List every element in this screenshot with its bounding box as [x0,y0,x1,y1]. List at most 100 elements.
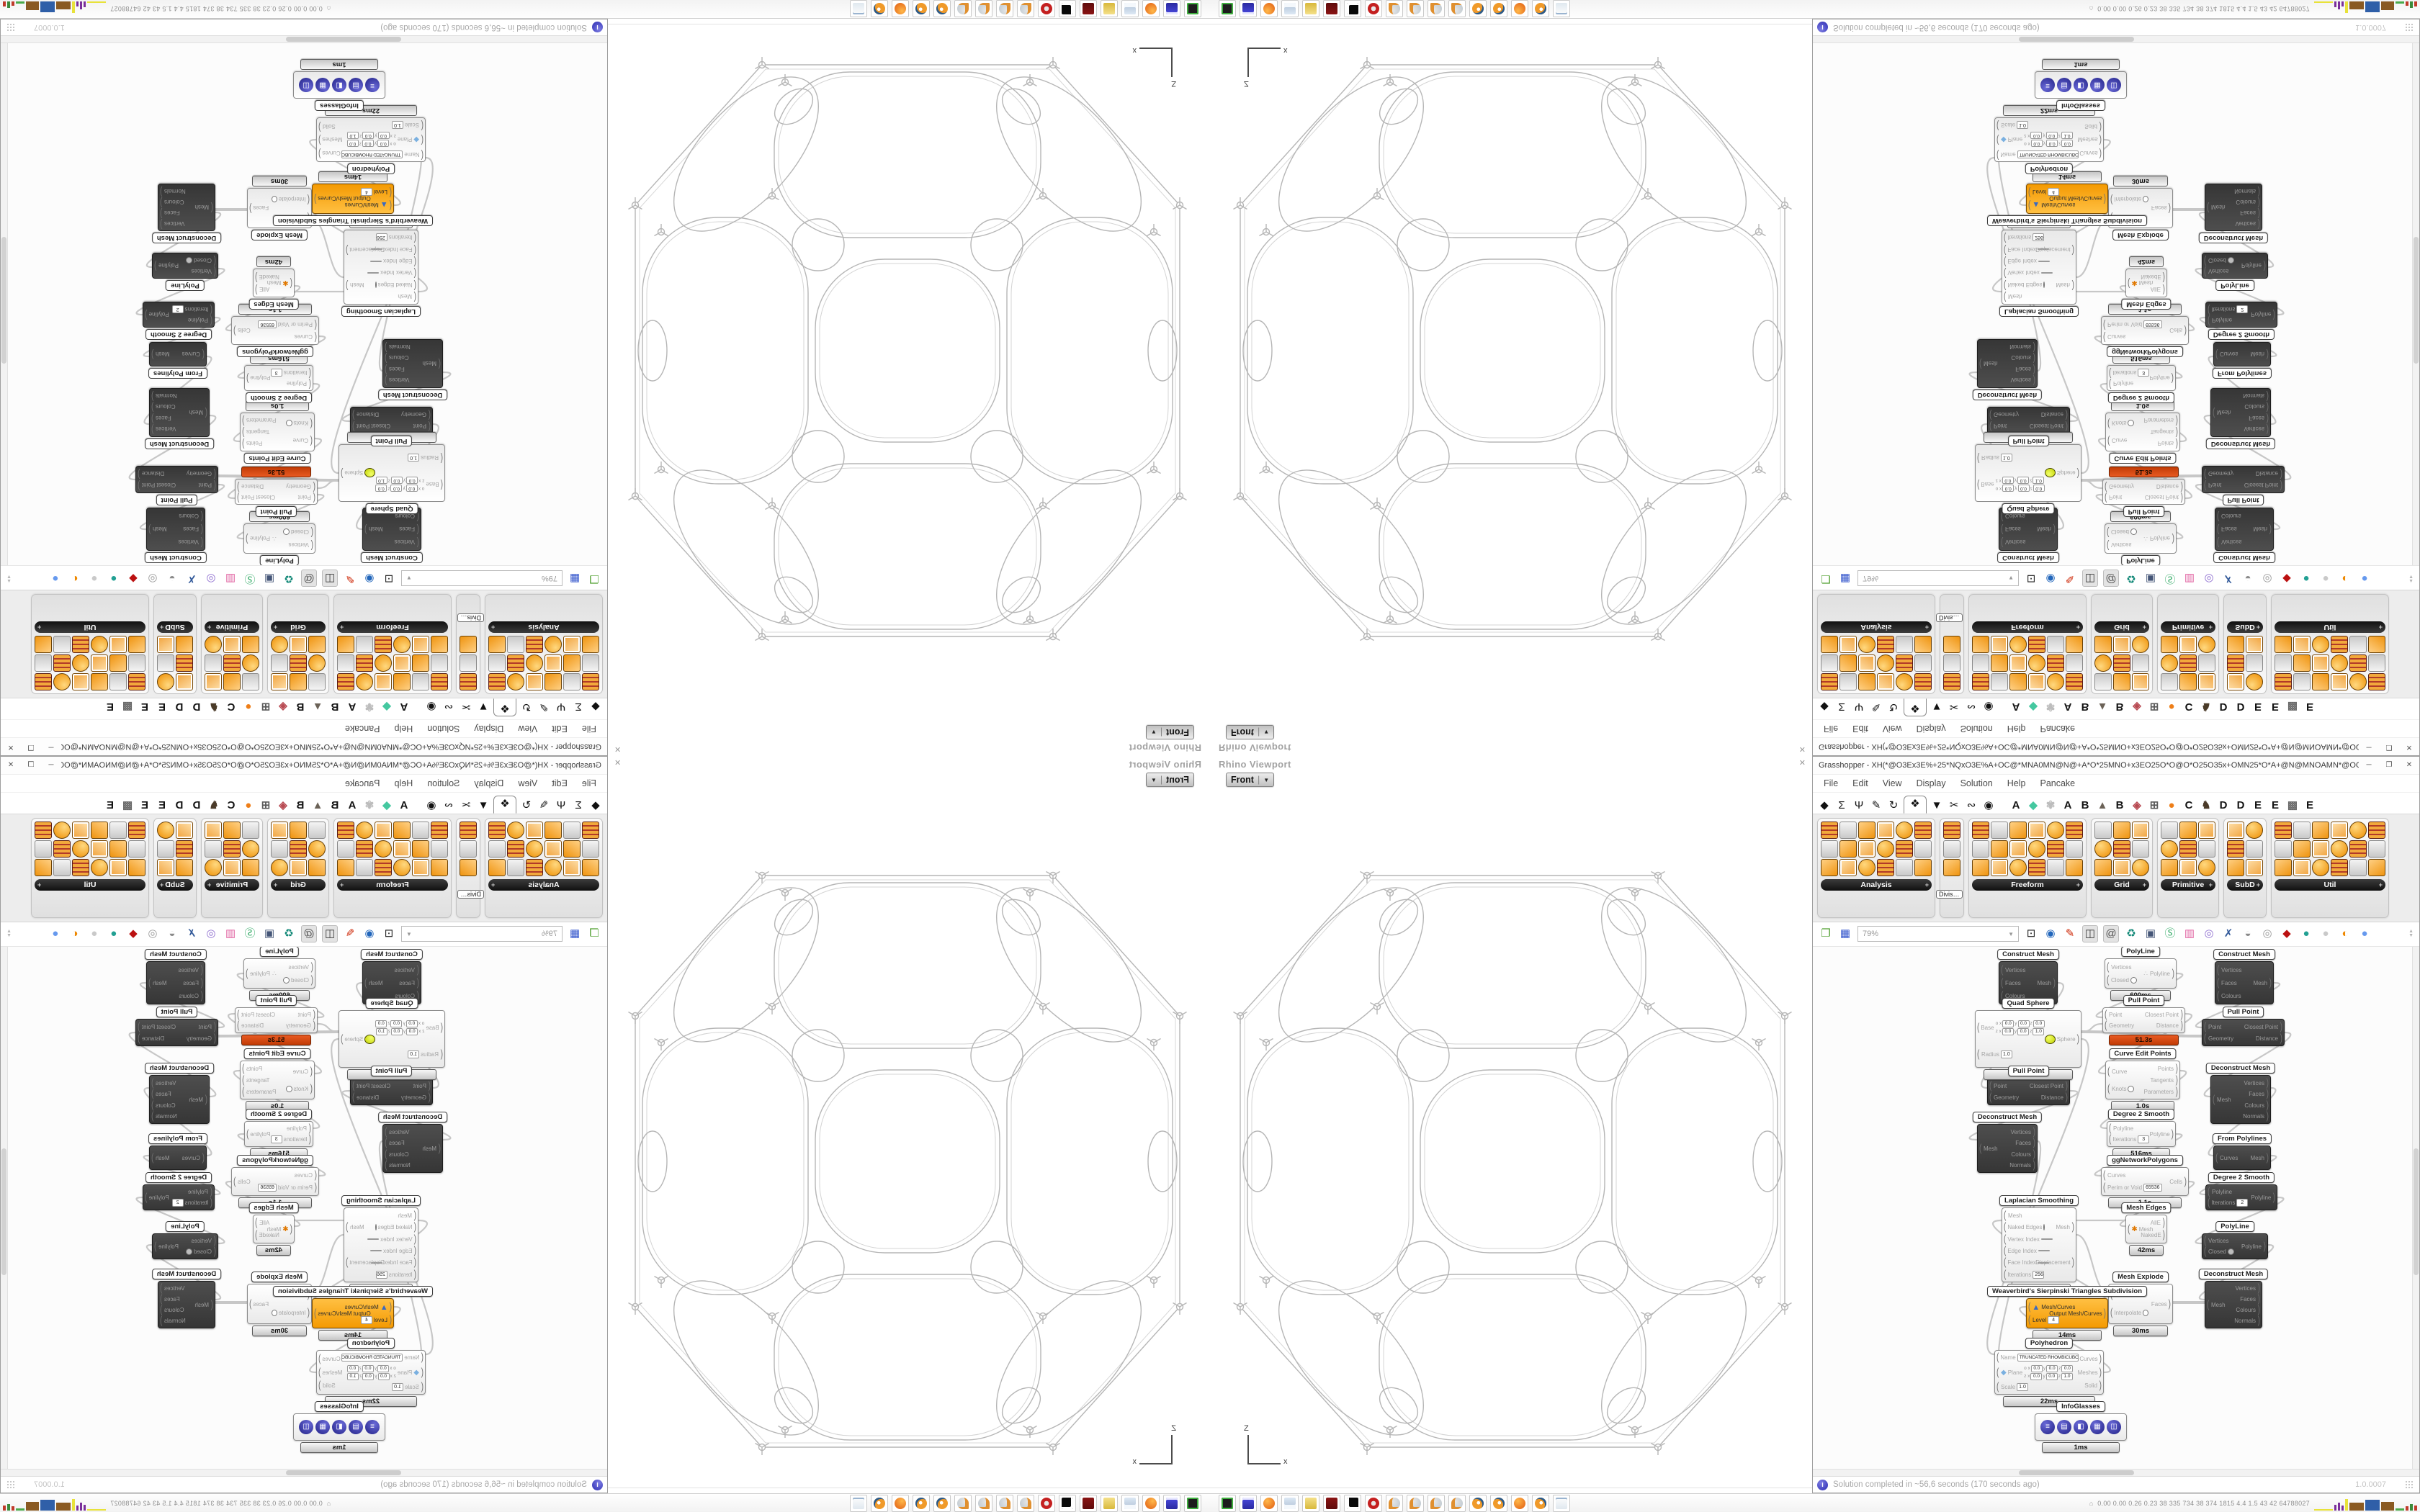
gem-button[interactable]: ◆ [129,572,138,585]
preview-button[interactable]: ◉ [2045,927,2056,940]
input-port[interactable]: ( [416,977,419,989]
component-icon[interactable] [2047,822,2064,840]
close-button[interactable]: ✕ [2406,761,2413,770]
gh-node-from-polylines[interactable]: From Polylines(Curves Mesh) [148,1133,208,1171]
at-button[interactable]: @ [2103,569,2119,587]
taskbar-icon-blender-1[interactable] [1469,1495,1487,1512]
input-port[interactable]: ( [2004,1210,2007,1222]
input-port[interactable]: ( [310,1083,313,1095]
plugin-tab-7[interactable]: ◈ [279,799,287,812]
component-icon[interactable] [2312,672,2329,690]
input-port[interactable]: ( [2217,977,2220,989]
plane-widget[interactable]: o x 0.0 y 0.0 z 0.0 z x 0.0 y 0.0 z 1.0 [1996,1020,2045,1035]
plane-widget[interactable]: o x 0.0 y 0.0 z 0.0 z x 0.0 y 0.0 z 1.0 [375,477,424,492]
gh-node-infoglasses[interactable]: InfoGlasses ≡ ▤ ◧ ▦ ◫ 1ms [293,58,385,111]
infoglasses-button[interactable]: ▦ [315,1420,330,1435]
output-port[interactable]: ) [2280,1021,2282,1033]
taskbar-icon-red-badge[interactable] [1038,1495,1055,1512]
node-body[interactable]: (Mesh Vertices) Faces) Colours) Normals) [158,183,215,231]
node-body[interactable]: (Mesh Vertices) Faces) Colours) Normals) [2205,183,2262,231]
rhino-viewport-panel[interactable]: Rhino Viewport ✕ Front | ▼ [607,756,1210,1488]
node-body[interactable]: (Vertices(Faces(Colours Mesh) [1999,961,2058,1005]
component-icon[interactable] [544,654,562,672]
finder-button[interactable]: Ⓢ [2164,927,2176,940]
component-icon[interactable] [2132,654,2149,672]
output-port[interactable]: ) [2071,278,2074,291]
param-value[interactable]: 65536 [2143,320,2162,328]
input-port[interactable]: ( [2109,366,2112,379]
component-icon[interactable] [1858,859,1876,877]
output-port[interactable]: ) [242,437,245,449]
minimize-button[interactable]: ─ [2366,761,2372,770]
plugin-tab-5[interactable]: ▲ [312,799,323,812]
component-icon[interactable] [128,840,145,858]
output-port[interactable]: ) [2180,480,2183,492]
gh-node-weaverbird-s-sierpinski-triangles-subdivision[interactable]: Weaverbird's Sierpinski Triangles Subdiv… [1987,1286,2147,1341]
taskbar-icon-notepad[interactable] [850,1495,867,1512]
output-port[interactable]: ) [346,1256,349,1269]
plugin-tab-7[interactable]: ◈ [279,700,287,713]
gha-button[interactable]: ♻ [2126,572,2136,585]
plane-x-value[interactable]: 0.0 [377,140,390,148]
node-body[interactable]: (Point(Geometry Closest Point) Distance) [135,1019,218,1047]
node-canvas[interactable]: Construct Mesh(Vertices(Faces(Colours Mes… [1,35,607,565]
resize-grip[interactable] [2405,22,2414,32]
input-port[interactable]: ( [1977,478,1980,490]
node-body[interactable]: (Curves Mesh) [2213,341,2271,366]
plugin-tab-2[interactable]: ✾ [364,700,375,713]
node-body[interactable]: (Polyline(Iterations 2 Polyline) [2205,301,2277,328]
param-value[interactable]: 4 [2048,1316,2060,1325]
output-port[interactable]: ) [154,259,157,271]
component-icon[interactable] [526,635,543,653]
input-port[interactable]: ( [307,192,310,205]
component-icon[interactable] [2293,859,2311,877]
component-icon[interactable] [2009,822,2027,840]
output-port[interactable]: ) [160,195,163,208]
menu-item-help[interactable]: Help [394,724,413,734]
viewport-tab-front[interactable]: Front | ▼ [1226,725,1275,739]
category-tab-9[interactable]: ◉ [426,700,436,713]
input-port[interactable]: ( [1977,451,1980,464]
node-body[interactable]: (Base o x 0.0 y 0.0 z 0.0 z x 0.0 y 0.0 z 1.0(Radius… [339,1010,445,1068]
output-port[interactable]: ) [160,1315,163,1328]
taskbar-icon-red-badge[interactable] [1365,1495,1382,1512]
resize-grip[interactable] [6,22,15,32]
palette-group-label[interactable]: Freeform + [1972,621,2083,633]
component-icon[interactable] [1858,635,1876,653]
component-icon[interactable] [1821,859,1838,877]
finder-button[interactable]: Ⓢ [244,572,256,585]
taskbar-icon-inkscape[interactable] [1344,1495,1361,1512]
input-port[interactable]: ( [2107,526,2110,538]
grasshopper-titlebar[interactable]: Grasshopper - XH(*@O3Ex3E%+25*NQxO3E%A+O… [1813,737,2419,755]
component-icon[interactable] [2161,840,2178,858]
input-port[interactable]: ( [313,1020,315,1032]
component-icon[interactable] [2028,672,2045,690]
taskbar-icon-paint-palette-4[interactable] [1448,0,1466,17]
node-body[interactable]: (Vertices(Closed Polyline) [152,252,218,279]
component-icon[interactable] [393,654,411,672]
input-port[interactable]: ( [2207,201,2210,213]
node-body[interactable]: (Polyline(Iterations 2 Polyline) [2205,1184,2277,1211]
input-port[interactable]: ( [205,406,207,418]
gh-node-laplacian-smoothing[interactable]: Laplacian Smoothing(Mesh(Naked Edges(Ver… [1999,1195,2079,1295]
menu-item-solution[interactable]: Solution [427,724,460,734]
input-port[interactable]: ( [421,1351,424,1364]
category-tab-8[interactable]: ∾ [1966,799,1976,812]
input-port[interactable]: ( [200,523,203,535]
rhino-viewport-panel[interactable]: Rhino Viewport ✕ Front | ▼ [1210,24,1813,756]
input-port[interactable]: ( [2004,1256,2007,1269]
palette-group-label[interactable]: Analysis + [488,621,599,633]
input-port[interactable]: ( [307,1307,310,1320]
input-port[interactable]: ( [438,357,441,369]
scrollbar-thumb[interactable] [2414,1148,2419,1275]
plugin-tab-4[interactable]: B [331,700,339,713]
input-port[interactable]: ( [210,302,212,315]
menu-item-pancake[interactable]: Pancake [2040,778,2076,788]
output-port[interactable]: ) [2266,1110,2269,1122]
component-icon[interactable] [290,672,307,690]
node-body[interactable]: (Base o x 0.0 y 0.0 z 0.0 z x 0.0 y 0.0 z 1.0(Radius… [339,444,445,502]
param-value[interactable]: 256 [2033,1270,2045,1279]
toggle-circle[interactable] [271,195,277,202]
component-icon[interactable] [1991,859,2008,877]
